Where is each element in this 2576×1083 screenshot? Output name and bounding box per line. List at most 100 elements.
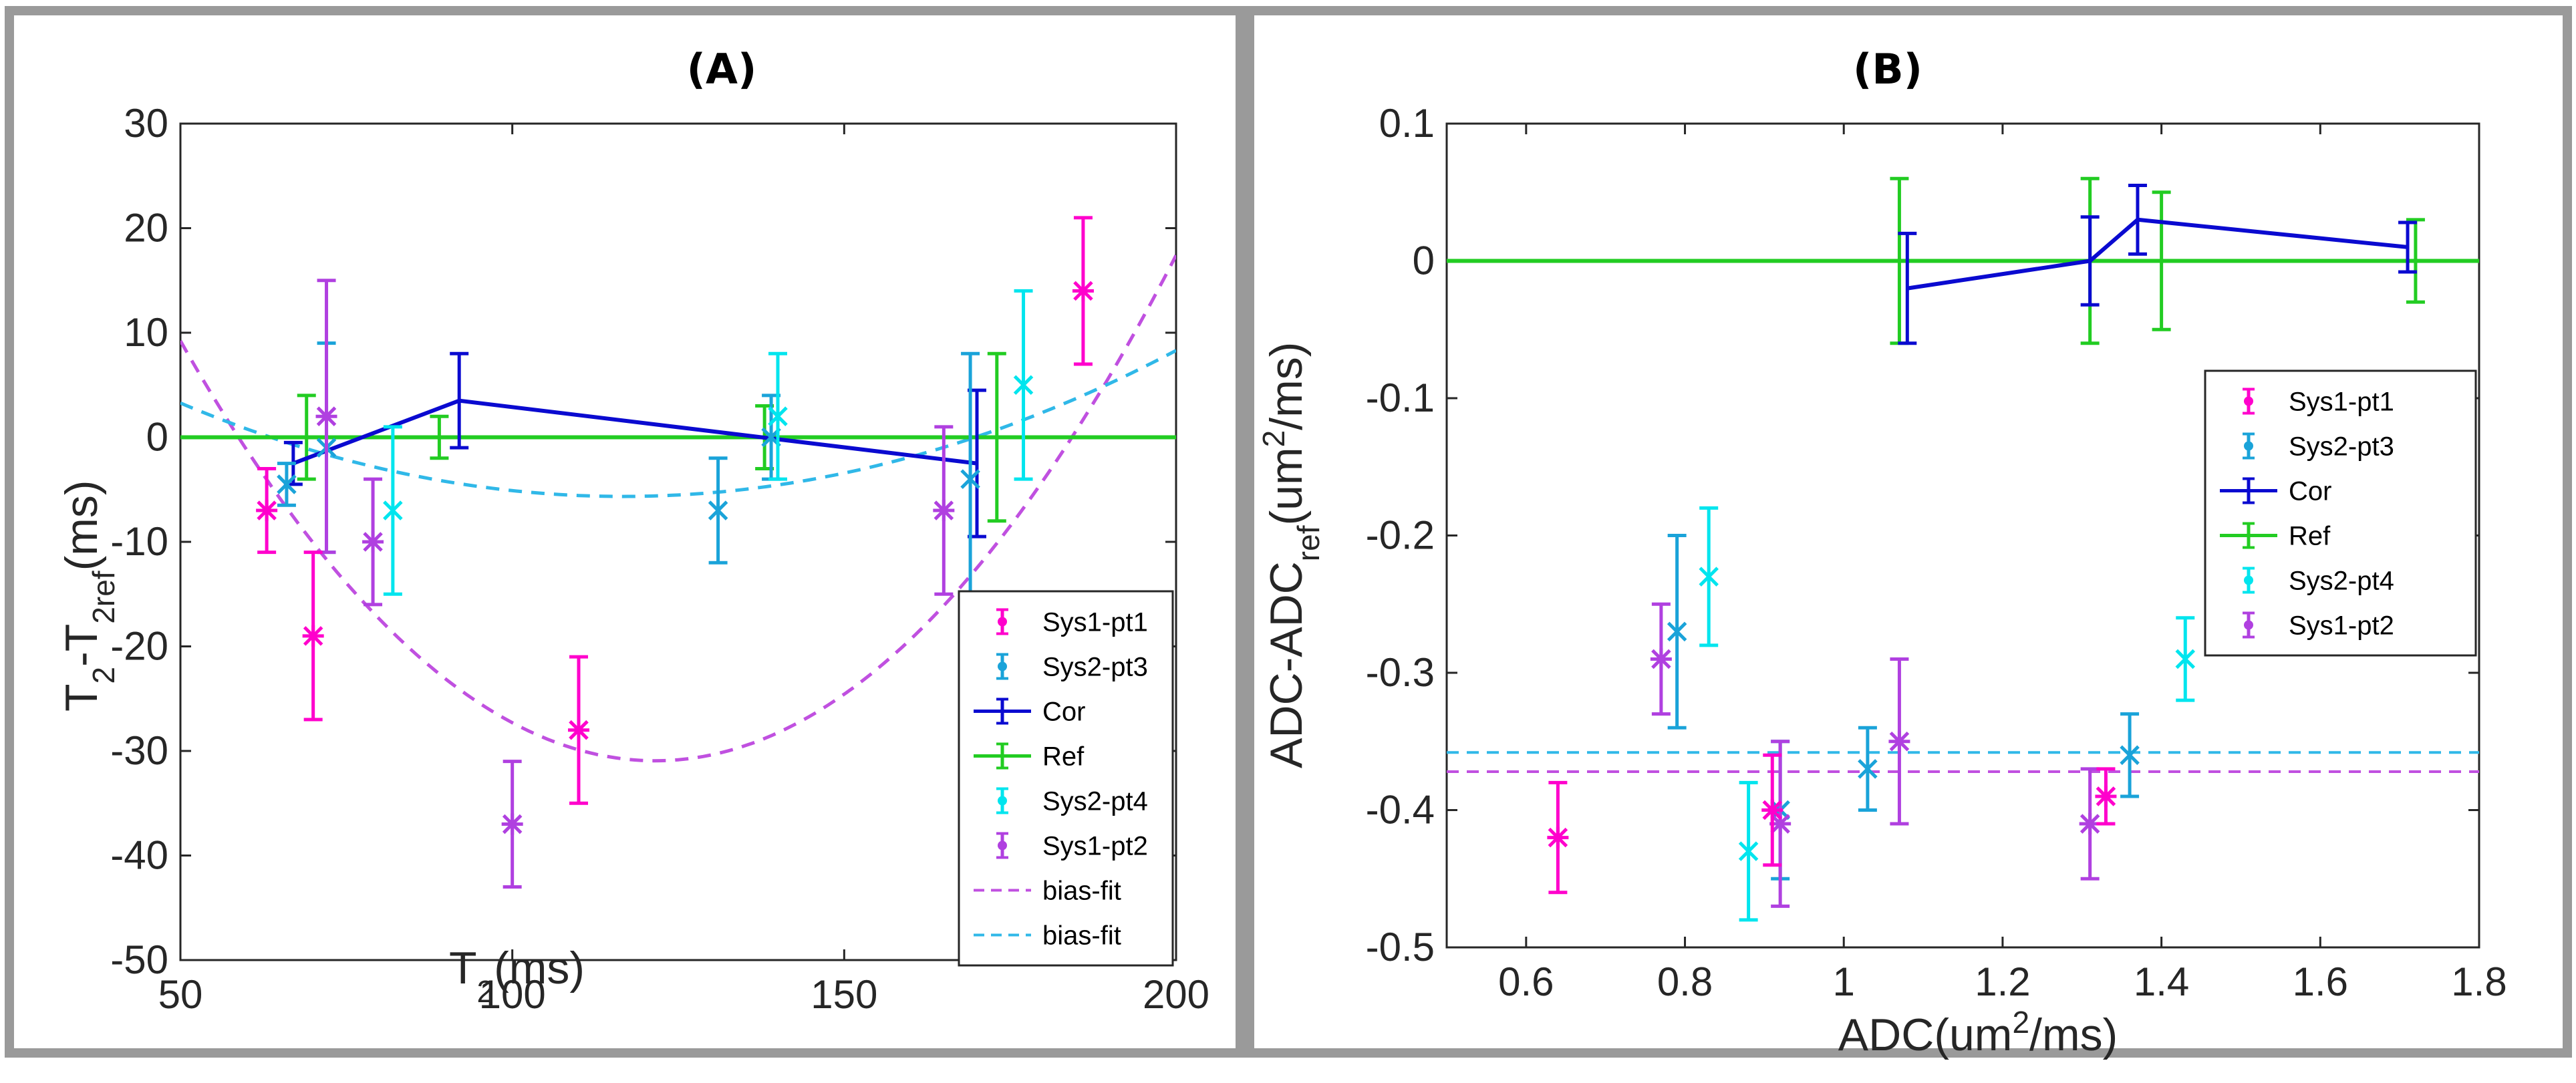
panel-a-y-ticks: -50 -40 -30 -20 -10 0 10 20 30 (110, 101, 1176, 982)
legend-sys2-pt3-1-swatch-dot (998, 661, 1007, 671)
panel-a-xlabel-main: T (449, 943, 477, 993)
y-tick-label: -10 (110, 519, 168, 564)
panel-a-x-ticks: 50 100 150 200 (158, 124, 1209, 1017)
legend-bias-fit-7-label: bias-fit (1042, 921, 1121, 951)
y-tick-label: -0.4 (1366, 788, 1435, 832)
panel-b-xlabel-p2: /ms) (2029, 1010, 2118, 1060)
y-tick-label: 20 (124, 206, 168, 251)
y-tick-label: -50 (110, 937, 168, 982)
legend-sys2-pt3-1-label: Sys2-pt3 (2289, 432, 2394, 462)
sys2-pt4-point-marker (1013, 375, 1034, 396)
x-tick-label: 1.6 (2293, 959, 2348, 1004)
cor-series-line (1906, 217, 2408, 291)
panel-b-x-ticks: 0.6 0.8 1 1.2 1.4 1.6 1.8 (1498, 124, 2507, 1004)
legend-sys2-pt3-1-swatch-dot (2244, 441, 2253, 451)
y-tick-label: -0.1 (1366, 375, 1435, 420)
panel-a-legend: Sys1-pt1 Sys2-pt3 Cor Ref Sys2-pt4 Sys1-pt2 bi… (958, 590, 1174, 967)
y-tick-label: 10 (124, 310, 168, 355)
sys2-pt3-point-marker (708, 500, 728, 520)
panel-b-x-axis-label: ADC(um2/ms) (1838, 1005, 2118, 1060)
bias-fit-curve-2 (180, 349, 1176, 498)
panel-a-plot-area (180, 216, 1176, 889)
legend-sys1-pt1-0-label: Sys1-pt1 (2289, 388, 2394, 417)
sys2-pt4-point-marker (2175, 649, 2196, 669)
legend-sys1-pt1-0-label: Sys1-pt1 (1042, 608, 1148, 637)
legend-sys1-pt2-5-label: Sys1-pt2 (2289, 611, 2394, 641)
panel-b-legend: Sys1-pt1 Sys2-pt3 Cor Ref Sys2-pt4 Sys1-pt2 (2204, 369, 2477, 657)
panel-a: (A) -50 -40 -30 -20 -10 0 10 20 30 50 100 150 200 T… (56, 45, 1209, 1017)
panel-b-ylabel-p1: ADC-ADC (1261, 561, 1312, 768)
panel-b-ylabel-p2: (um (1261, 447, 1312, 525)
panel-b-y-axis-label: ADC-ADCref(um2/ms) (1256, 342, 1326, 768)
y-tick-label: 0 (146, 415, 168, 460)
panel-a-ylabel-p3: (ms) (56, 480, 107, 571)
x-tick-label: 50 (158, 972, 203, 1017)
sys2-pt4-point-marker (1699, 567, 1719, 587)
y-tick-label: -30 (110, 728, 168, 773)
legend-sys2-pt4-4-label: Sys2-pt4 (1042, 787, 1148, 816)
legend-box (958, 590, 1174, 967)
legend-sys2-pt4-4-swatch-dot (2244, 575, 2253, 585)
x-tick-label: 200 (1143, 972, 1209, 1017)
x-tick-label: 1.4 (2134, 959, 2189, 1004)
sys2-pt3-point-marker (277, 474, 297, 494)
panel-a-ylabel-p1: T (56, 683, 107, 712)
x-tick-label: 0.6 (1498, 959, 1554, 1004)
y-tick-label: -20 (110, 624, 168, 669)
x-tick-label: 1.2 (1975, 959, 2030, 1004)
plot-clip-group (1447, 176, 2479, 922)
panel-a-ylabel-s1: 2 (86, 667, 121, 684)
sys2-pt3-point-marker (2120, 745, 2140, 766)
panel-a-xlabel-unit: (ms) (494, 943, 585, 993)
sys2-pt3-point-marker (960, 469, 980, 489)
panel-a-xlabel-sub: 2 (477, 974, 494, 1009)
y-tick-label: 0.1 (1379, 101, 1435, 146)
y-tick-label: -0.2 (1366, 513, 1435, 558)
legend-sys1-pt2-5-swatch-dot (998, 840, 1007, 850)
panel-b-plot-area (1447, 176, 2479, 922)
legend-cor-2-label: Cor (2289, 477, 2331, 506)
bias-fit-curve-1 (180, 255, 1176, 763)
legend-sys1-pt1-0-swatch-dot (998, 617, 1007, 627)
x-tick-label: 1 (1833, 959, 1855, 1004)
panel-a-y-axis-label: T2-T2ref(ms) (56, 480, 121, 712)
x-tick-label: 1.8 (2451, 959, 2507, 1004)
panel-b-ylabel-sub: ref (1291, 525, 1326, 561)
sys2-pt3-point-marker (1858, 759, 1878, 779)
sys2-pt4-point-marker (1738, 841, 1759, 861)
plot-clip-group (180, 216, 1176, 889)
y-tick-label: 30 (124, 101, 168, 146)
panel-b-y-ticks: -0.5 -0.4 -0.3 -0.2 -0.1 0 0.1 (1366, 101, 2479, 969)
panel-b-title: (B) (1853, 45, 1922, 94)
panel-a-x-axis-label: T2(ms) (449, 943, 585, 1009)
panel-b-xlabel-p1: ADC(um (1838, 1010, 2013, 1060)
panel-b-ylabel-p3: /ms) (1261, 342, 1312, 430)
panel-b-ylabel-sup: 2 (1256, 430, 1291, 448)
sys2-pt4-point-marker (768, 406, 788, 426)
legend-ref-3-label: Ref (2289, 522, 2331, 551)
x-tick-label: 100 (479, 972, 546, 1017)
legend-cor-2-label: Cor (1042, 698, 1085, 727)
legend-sys1-pt2-5-swatch-dot (2244, 620, 2253, 630)
legend-sys1-pt1-0-swatch-dot (2244, 396, 2253, 406)
y-tick-label: -0.5 (1366, 925, 1435, 969)
x-tick-label: 150 (811, 972, 877, 1017)
y-tick-label: 0 (1413, 239, 1435, 283)
panel-a-ylabel-p2: -T (56, 624, 107, 667)
legend-sys1-pt2-5-label: Sys1-pt2 (1042, 832, 1148, 861)
legend-sys2-pt4-4-label: Sys2-pt4 (2289, 567, 2394, 596)
sys2-pt4-point-marker (383, 500, 403, 520)
sys2-pt3-point-marker (1667, 621, 1687, 642)
panel-b-xlabel-sup: 2 (2012, 1005, 2029, 1040)
legend-box (2204, 369, 2477, 657)
legend-sys2-pt4-4-swatch-dot (998, 796, 1007, 806)
y-tick-label: -0.3 (1366, 650, 1435, 695)
y-tick-label: -40 (110, 833, 168, 878)
panel-a-title: (A) (687, 45, 757, 94)
panel-a-ylabel-s2: 2ref (86, 571, 121, 623)
panel-b: (B) -0.5 -0.4 -0.3 -0.2 -0.1 0 0.1 0.6 0.8 1 1.2 1… (1256, 45, 2507, 1060)
legend-ref-3-label: Ref (1042, 742, 1085, 772)
legend-bias-fit-6-label: bias-fit (1042, 877, 1121, 906)
x-tick-label: 0.8 (1657, 959, 1713, 1004)
